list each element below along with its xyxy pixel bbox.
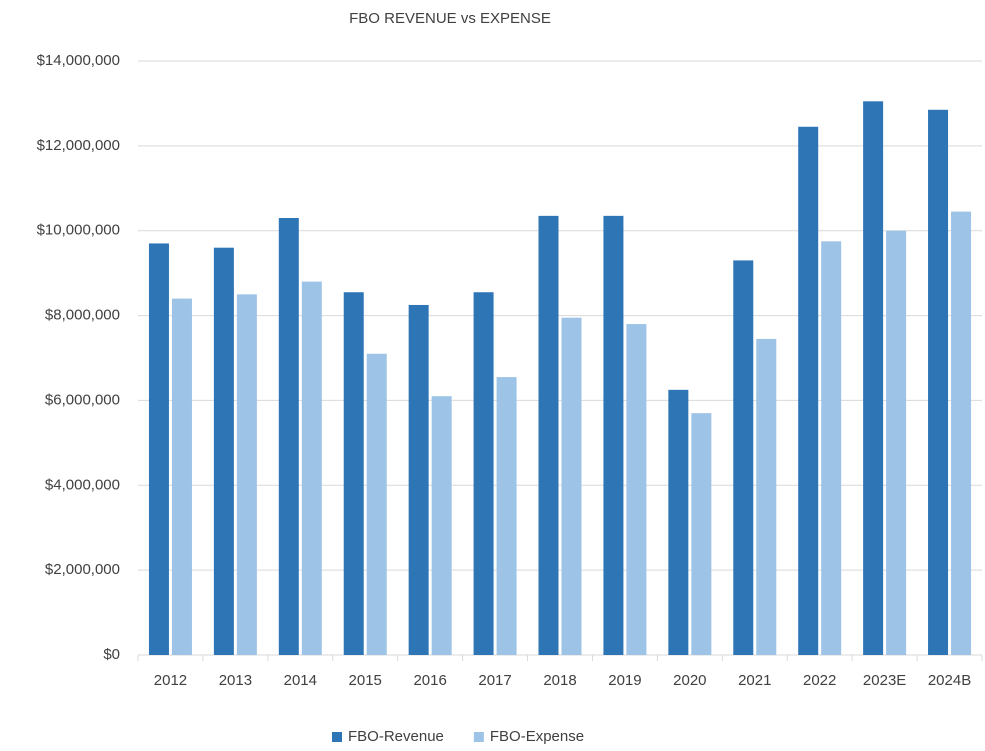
x-tick-label: 2018: [543, 672, 576, 689]
x-tick-label: 2024B: [928, 672, 971, 689]
bar: [473, 292, 494, 655]
y-tick-label: $0: [103, 646, 120, 663]
x-tick-label: 2014: [284, 672, 317, 689]
x-tick-label: 2015: [349, 672, 382, 689]
bar: [343, 292, 364, 655]
bar: [213, 247, 234, 655]
legend-label: FBO-Revenue: [348, 728, 444, 745]
x-tick-label: 2012: [154, 672, 187, 689]
x-tick-label: 2020: [673, 672, 706, 689]
bar: [691, 413, 712, 655]
bar: [408, 304, 429, 655]
x-tick-label: 2021: [738, 672, 771, 689]
bar: [668, 389, 689, 655]
bar: [496, 377, 517, 655]
bar: [171, 298, 192, 655]
bar: [626, 324, 647, 655]
bar: [603, 215, 624, 655]
bar: [301, 281, 322, 655]
x-tick-label: 2023E: [863, 672, 906, 689]
bar: [236, 294, 257, 655]
bar: [863, 101, 884, 656]
bar: [886, 230, 907, 655]
x-tick-label: 2016: [413, 672, 446, 689]
y-tick-label: $12,000,000: [37, 137, 120, 154]
x-tick-label: 2017: [478, 672, 511, 689]
y-tick-label: $6,000,000: [45, 391, 120, 408]
bar: [798, 126, 819, 655]
legend-swatch: [332, 732, 342, 742]
chart-title: FBO REVENUE vs EXPENSE: [349, 10, 551, 27]
legend-swatch: [473, 732, 484, 742]
bar: [561, 317, 582, 655]
bar: [538, 215, 559, 655]
bar: [951, 211, 972, 655]
bar: [928, 109, 949, 656]
bar: [366, 353, 387, 655]
bar: [278, 217, 299, 655]
y-tick-label: $4,000,000: [45, 476, 120, 493]
y-tick-label: $14,000,000: [37, 52, 120, 69]
x-tick-label: 2013: [219, 672, 252, 689]
bar: [431, 396, 452, 655]
bar: [821, 241, 842, 656]
bar: [733, 260, 754, 655]
bar: [756, 338, 777, 655]
bar: [148, 243, 169, 655]
y-tick-label: $10,000,000: [37, 222, 120, 239]
y-tick-label: $8,000,000: [45, 307, 120, 324]
x-tick-label: 2022: [803, 672, 836, 689]
x-tick-label: 2019: [608, 672, 641, 689]
legend-label: FBO-Expense: [490, 728, 584, 745]
y-tick-label: $2,000,000: [45, 561, 120, 578]
